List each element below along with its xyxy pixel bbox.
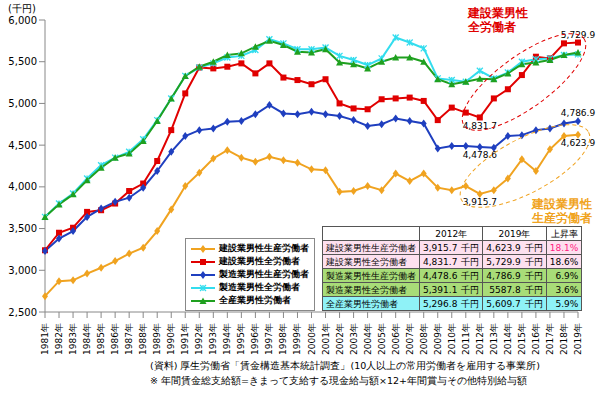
html-text:2019年: 2019年 xyxy=(498,228,531,239)
svg-text:1998年: 1998年 xyxy=(278,323,288,355)
html-text:18.6%: 18.6% xyxy=(549,256,579,267)
svg-text:1981年: 1981年 xyxy=(40,323,50,355)
svg-text:2002年: 2002年 xyxy=(335,323,345,355)
svg-text:1995年: 1995年 xyxy=(236,323,246,355)
svg-text:1997年: 1997年 xyxy=(264,323,274,355)
html-text:建設業男性生産労働者: 建設業男性生産労働者 xyxy=(532,197,592,225)
svg-text:6,000: 6,000 xyxy=(8,15,37,26)
svg-text:2005年: 2005年 xyxy=(377,323,387,355)
html-text:5,391.1 千円: 5,391.1 千円 xyxy=(423,284,480,295)
html-text:建設業男性生産労働者: 建設業男性生産労働者 xyxy=(219,243,309,253)
svg-text:4,478.6: 4,478.6 xyxy=(463,150,498,160)
html-text:製造業男性生産労働者: 製造業男性生産労働者 xyxy=(326,270,416,281)
html-text:※ 年間賃金総支給額=きまって支給する現金給与額×12+年間: ※ 年間賃金総支給額=きまって支給する現金給与額×12+年間賞与その他特別給与額 xyxy=(150,375,527,386)
svg-text:3,915.7: 3,915.7 xyxy=(463,197,497,207)
svg-text:1989年: 1989年 xyxy=(152,323,162,355)
svg-text:5,500: 5,500 xyxy=(8,56,37,67)
svg-text:1987年: 1987年 xyxy=(124,323,134,355)
html-text:5,729.9 千円: 5,729.9 千円 xyxy=(486,256,543,267)
html-text:製造業男性全労働者: 製造業男性全労働者 xyxy=(326,284,407,295)
html-text:3.6%: 3.6% xyxy=(555,284,579,295)
html-text:全産業男性労働者: 全産業男性労働者 xyxy=(219,295,291,305)
svg-text:4,623.9: 4,623.9 xyxy=(561,138,592,148)
html-text:製造業男性生産労働者: 製造業男性生産労働者 xyxy=(219,269,309,279)
html-text:5.9%: 5.9% xyxy=(555,298,579,309)
svg-text:2004年: 2004年 xyxy=(363,323,373,355)
svg-text:2003年: 2003年 xyxy=(349,323,359,355)
svg-text:4,500: 4,500 xyxy=(8,140,37,151)
svg-text:1982年: 1982年 xyxy=(54,323,64,355)
svg-text:2000年: 2000年 xyxy=(307,323,317,355)
svg-text:2012年: 2012年 xyxy=(475,323,485,355)
svg-text:2013年: 2013年 xyxy=(489,323,499,355)
svg-text:3,000: 3,000 xyxy=(8,265,37,276)
html-text:上昇率: 上昇率 xyxy=(550,228,578,239)
svg-text:1986年: 1986年 xyxy=(110,323,120,355)
svg-text:2001年: 2001年 xyxy=(321,323,331,355)
svg-text:2016年: 2016年 xyxy=(531,323,541,355)
svg-text:1999年: 1999年 xyxy=(292,323,302,355)
svg-text:1994年: 1994年 xyxy=(222,323,232,355)
svg-text:4,000: 4,000 xyxy=(8,181,37,192)
html-text:5587.8 千円: 5587.8 千円 xyxy=(489,284,543,295)
html-text:5,609.7 千円: 5,609.7 千円 xyxy=(486,298,543,309)
html-text:6.9%: 6.9% xyxy=(555,270,579,281)
svg-text:1993年: 1993年 xyxy=(208,323,218,355)
svg-text:2,500: 2,500 xyxy=(8,307,37,318)
html-text:全産業男性労働者: 全産業男性労働者 xyxy=(326,298,398,309)
svg-text:2008年: 2008年 xyxy=(419,323,429,355)
svg-text:2014年: 2014年 xyxy=(503,323,513,355)
html-text:5,296.8 千円: 5,296.8 千円 xyxy=(423,298,480,309)
html-text:4,478.6 千円: 4,478.6 千円 xyxy=(423,270,480,281)
svg-text:2006年: 2006年 xyxy=(391,323,401,355)
html-text:4,831.7 千円: 4,831.7 千円 xyxy=(423,256,480,267)
svg-text:1990年: 1990年 xyxy=(166,323,176,355)
html-text:2012年: 2012年 xyxy=(435,228,468,239)
svg-text:2009年: 2009年 xyxy=(433,323,443,355)
html-text:4,786.9 千円: 4,786.9 千円 xyxy=(486,270,543,281)
html-text:3,915.7 千円: 3,915.7 千円 xyxy=(423,242,480,253)
svg-text:2007年: 2007年 xyxy=(405,323,415,355)
svg-text:4,786.9: 4,786.9 xyxy=(561,108,592,118)
html-text:(資料) 厚生労働省「賃金構造基本統計調査」(10人以上の常: (資料) 厚生労働省「賃金構造基本統計調査」(10人以上の常用労働者を雇用する事… xyxy=(150,360,540,371)
svg-text:4,831.7: 4,831.7 xyxy=(463,121,497,131)
html-text:4,623.9 千円: 4,623.9 千円 xyxy=(486,242,543,253)
html-text:建設業男性全労働者: 建設業男性全労働者 xyxy=(219,256,300,266)
html-text:建設業男性生産労働者: 建設業男性生産労働者 xyxy=(326,242,416,253)
svg-text:2010年: 2010年 xyxy=(447,323,457,355)
html-text:18.1%: 18.1% xyxy=(549,242,579,253)
svg-text:1988年: 1988年 xyxy=(138,323,148,355)
svg-text:1992年: 1992年 xyxy=(194,323,204,355)
html-text:建設業男性全労働者: 建設業男性全労働者 xyxy=(468,6,528,34)
svg-text:2011年: 2011年 xyxy=(461,323,471,355)
svg-text:2019年: 2019年 xyxy=(573,323,583,355)
svg-text:5,729.9: 5,729.9 xyxy=(561,30,592,40)
svg-text:2015年: 2015年 xyxy=(517,323,527,355)
svg-text:5,000: 5,000 xyxy=(8,98,37,109)
svg-text:2018年: 2018年 xyxy=(559,323,569,355)
svg-text:2017年: 2017年 xyxy=(545,323,555,355)
svg-text:1991年: 1991年 xyxy=(180,323,190,355)
html-text:(千円): (千円) xyxy=(8,3,36,14)
html-text:建設業男性全労働者: 建設業男性全労働者 xyxy=(326,256,407,267)
svg-text:3,500: 3,500 xyxy=(8,223,37,234)
svg-text:1983年: 1983年 xyxy=(68,323,78,355)
html-text:製造業男性全労働者: 製造業男性全労働者 xyxy=(219,282,300,292)
svg-text:1996年: 1996年 xyxy=(250,323,260,355)
svg-text:1985年: 1985年 xyxy=(96,323,106,355)
svg-text:1984年: 1984年 xyxy=(82,323,92,355)
